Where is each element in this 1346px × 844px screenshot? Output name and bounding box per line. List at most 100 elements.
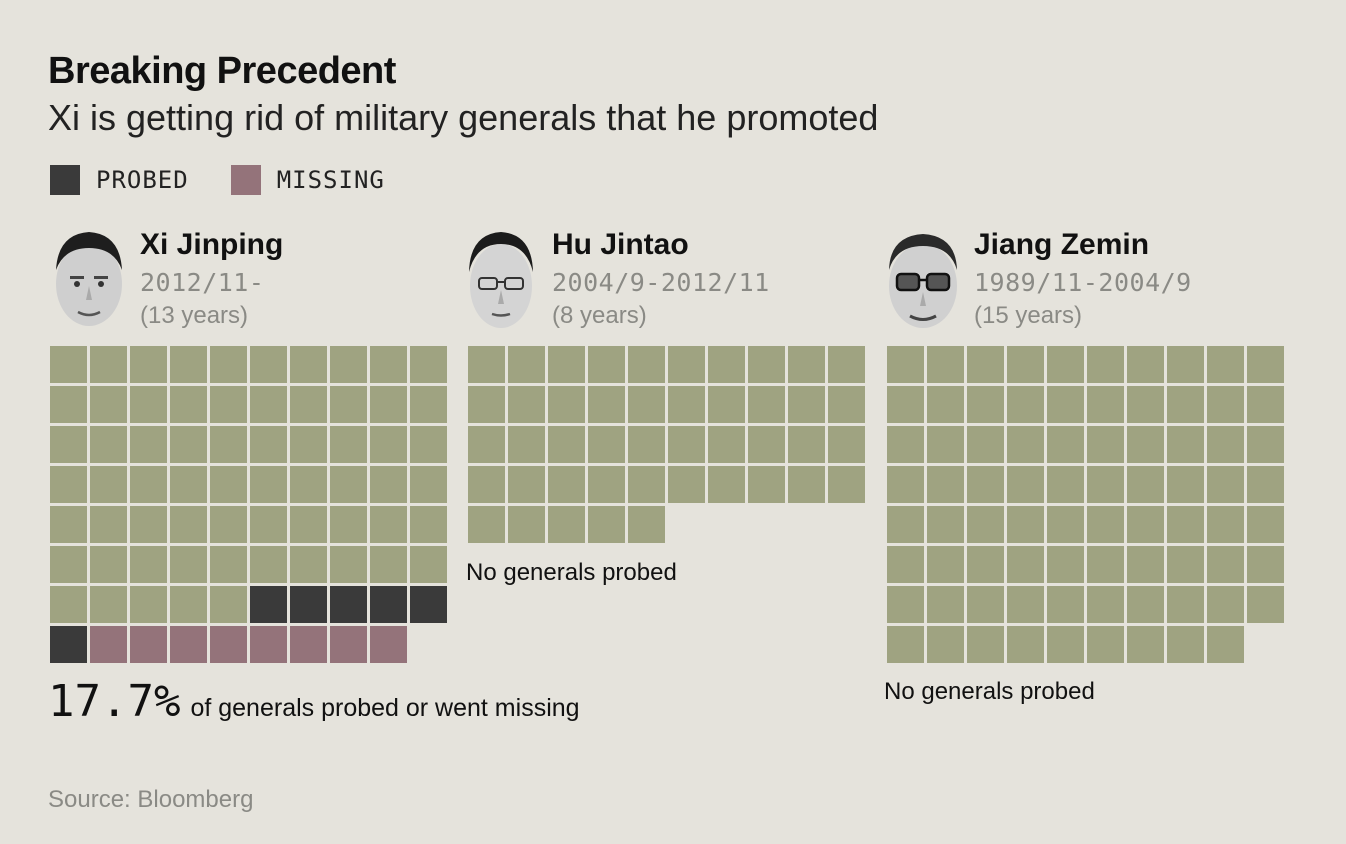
legend-label-probed: PROBED [96, 166, 189, 194]
waffle-cell-missing [170, 626, 207, 663]
waffle-cell-normal [788, 426, 825, 463]
waffle-cell-normal [210, 506, 247, 543]
panel-dates: 2012/11- [140, 268, 265, 297]
panel-years: (13 years) [140, 302, 249, 329]
waffle-cell-normal [1247, 426, 1284, 463]
waffle-cell-normal [370, 346, 407, 383]
waffle-cell-missing [330, 626, 367, 663]
waffle-cell-normal [967, 506, 1004, 543]
waffle-cell-normal [508, 386, 545, 423]
waffle-cell-normal [170, 546, 207, 583]
waffle-cell-normal [548, 426, 585, 463]
waffle-cell-normal [1247, 386, 1284, 423]
waffle-cell-normal [468, 386, 505, 423]
waffle-cell-normal [828, 386, 865, 423]
waffle-cell-normal [130, 426, 167, 463]
waffle-cell-normal [1007, 466, 1044, 503]
waffle-cell-normal [748, 466, 785, 503]
waffle-cell-normal [290, 506, 327, 543]
waffle-cell-normal [1087, 386, 1124, 423]
waffle-cell-normal [170, 346, 207, 383]
waffle-cell-normal [1047, 466, 1084, 503]
waffle-cell-normal [1167, 466, 1204, 503]
portrait-xi-jinping [56, 232, 122, 326]
waffle-cell-probed [410, 586, 447, 623]
waffle-cell-missing [90, 626, 127, 663]
waffle-cell-normal [1247, 586, 1284, 623]
waffle-cell-normal [290, 386, 327, 423]
waffle-cell-normal [50, 386, 87, 423]
waffle-cell-normal [788, 386, 825, 423]
waffle-cell-normal [370, 386, 407, 423]
waffle-cell-normal [50, 586, 87, 623]
panel-name: Xi Jinping [140, 228, 284, 261]
legend-swatch-missing [230, 165, 261, 195]
waffle-cell-normal [330, 346, 367, 383]
chart-subtitle: Xi is getting rid of military generals t… [48, 97, 879, 138]
waffle-cell-normal [1087, 546, 1124, 583]
waffle-cell-normal [210, 586, 247, 623]
waffle-cell-normal [927, 386, 964, 423]
waffle-cell-normal [250, 506, 287, 543]
waffle-cell-normal [1007, 386, 1044, 423]
stat-value: 17.7% [48, 676, 181, 727]
waffle-cell-normal [1127, 386, 1164, 423]
waffle-cell-normal [628, 386, 665, 423]
waffle-cell-normal [887, 546, 924, 583]
waffle-cell-normal [1167, 546, 1204, 583]
waffle-cell-normal [967, 386, 1004, 423]
waffle-cell-probed [370, 586, 407, 623]
waffle-cell-normal [370, 466, 407, 503]
waffle-cell-normal [210, 466, 247, 503]
waffle-cell-normal [130, 506, 167, 543]
waffle-cell-normal [1007, 626, 1044, 663]
waffle-cell-normal [588, 386, 625, 423]
waffle-cell-normal [468, 426, 505, 463]
waffle-cell-normal [1047, 426, 1084, 463]
legend-item-missing: MISSING [230, 165, 385, 195]
waffle-cell-normal [1167, 426, 1204, 463]
waffle-cell-normal [708, 466, 745, 503]
waffle-cell-normal [708, 386, 745, 423]
waffle-cell-normal [1207, 626, 1244, 663]
waffle-cell-normal [927, 466, 964, 503]
legend: PROBED MISSING [50, 165, 427, 195]
waffle-cell-normal [1167, 386, 1204, 423]
waffle-cell-probed [290, 586, 327, 623]
waffle-cell-normal [210, 546, 247, 583]
waffle-cell-normal [967, 426, 1004, 463]
waffle-cell-normal [1127, 426, 1164, 463]
waffle-cell-normal [90, 346, 127, 383]
waffle-cell-normal [1127, 546, 1164, 583]
waffle-cell-normal [290, 466, 327, 503]
waffle-cell-normal [1087, 626, 1124, 663]
portrait-hu-jintao [469, 232, 533, 328]
waffle-cell-normal [668, 346, 705, 383]
waffle-cell-normal [1047, 346, 1084, 383]
waffle-cell-normal [1247, 506, 1284, 543]
legend-label-missing: MISSING [276, 166, 385, 194]
waffle-cell-normal [410, 426, 447, 463]
waffle-cell-normal [1127, 626, 1164, 663]
waffle-cell-normal [1127, 506, 1164, 543]
waffle-cell-probed [330, 586, 367, 623]
panel-jiang-zemin: Jiang Zemin 1989/11-2004/9 (15 years) [882, 226, 1312, 336]
waffle-cell-normal [927, 586, 964, 623]
waffle-cell-normal [548, 346, 585, 383]
waffle-cell-normal [887, 346, 924, 383]
waffle-cell-normal [210, 426, 247, 463]
waffle-cell-normal [1087, 506, 1124, 543]
source-note: Source: Bloomberg [48, 786, 254, 813]
panel-dates: 1989/11-2004/9 [974, 268, 1192, 297]
waffle-cell-normal [90, 386, 127, 423]
panel-dates: 2004/9-2012/11 [552, 268, 770, 297]
waffle-cell-normal [1207, 426, 1244, 463]
waffle-cell-normal [370, 506, 407, 543]
waffle-cell-normal [90, 506, 127, 543]
waffle-grid-hu-jintao [468, 346, 868, 546]
waffle-cell-normal [1247, 346, 1284, 383]
waffle-cell-normal [1127, 466, 1164, 503]
waffle-cell-normal [887, 586, 924, 623]
waffle-cell-normal [90, 586, 127, 623]
waffle-cell-normal [788, 466, 825, 503]
